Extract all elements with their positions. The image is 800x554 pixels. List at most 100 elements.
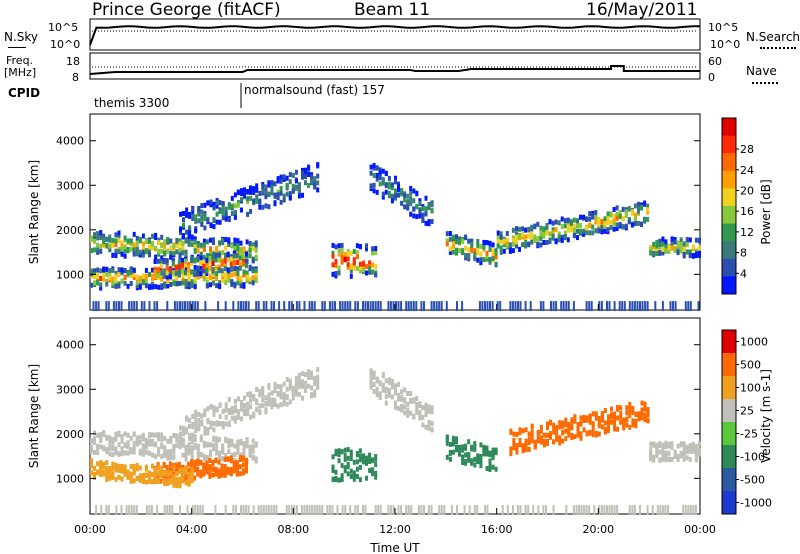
power-cell xyxy=(673,237,677,242)
velocity-cell xyxy=(99,435,103,441)
velocity-cell xyxy=(430,505,433,516)
velocity-cell xyxy=(646,412,650,418)
velocity-cell xyxy=(316,377,320,383)
power-cell xyxy=(148,244,151,250)
power-cell xyxy=(406,193,410,199)
velocity-cell xyxy=(251,448,255,454)
power-cell xyxy=(307,182,311,188)
power-cell xyxy=(187,276,191,282)
velocity-cell xyxy=(340,477,344,483)
velocity-cell xyxy=(270,390,274,396)
colorbar-tick-label: -25 xyxy=(740,428,758,441)
power-cell xyxy=(685,242,689,248)
velocity-cell xyxy=(182,430,185,435)
power-cell xyxy=(362,301,364,312)
power-cell xyxy=(334,258,338,264)
power-cell xyxy=(603,228,607,234)
power-cell xyxy=(527,233,531,239)
velocity-cell xyxy=(355,466,359,472)
power-cell xyxy=(212,251,215,257)
power-cell xyxy=(557,237,561,243)
velocity-cell xyxy=(114,436,118,442)
power-cell xyxy=(389,301,392,312)
power-cell xyxy=(397,187,400,193)
velocity-cell xyxy=(242,455,245,461)
velocity-cell xyxy=(117,451,121,457)
power-cell xyxy=(270,301,273,312)
velocity-cell xyxy=(218,414,222,420)
velocity-cell xyxy=(172,474,176,480)
power-cell xyxy=(151,267,154,273)
power-cell xyxy=(171,257,175,263)
velocity-cell xyxy=(154,469,158,475)
velocity-cell xyxy=(555,436,559,442)
power-cell xyxy=(123,268,127,274)
velocity-cell xyxy=(96,461,100,467)
velocity-cell xyxy=(148,474,151,480)
velocity-cell xyxy=(215,446,219,452)
velocity-cell xyxy=(438,505,441,516)
velocity-cell xyxy=(90,438,93,443)
velocity-cell xyxy=(217,473,221,479)
power-cell xyxy=(372,188,376,194)
power-cell xyxy=(232,301,235,312)
velocity-cell xyxy=(251,454,255,460)
power-cell xyxy=(221,206,225,212)
velocity-cell xyxy=(561,423,565,429)
velocity-cell xyxy=(337,452,341,458)
power-cell xyxy=(451,234,455,240)
power-cell xyxy=(372,182,376,188)
power-cell xyxy=(129,246,133,252)
power-cell xyxy=(390,198,394,204)
power-cell xyxy=(247,301,250,312)
velocity-cell xyxy=(362,453,365,459)
power-cell xyxy=(661,241,665,247)
power-cell xyxy=(655,251,659,257)
freq-tick-high: 18 xyxy=(66,55,80,68)
velocity-cell xyxy=(236,450,240,455)
power-cell xyxy=(591,224,595,230)
power-cell xyxy=(99,276,103,282)
power-cell xyxy=(160,234,164,240)
power-cell xyxy=(567,301,570,312)
velocity-cell xyxy=(634,411,638,417)
velocity-cell xyxy=(378,391,382,397)
power-cell xyxy=(484,301,486,312)
power-cell xyxy=(239,247,243,253)
velocity-cell xyxy=(187,473,191,479)
velocity-cell xyxy=(652,441,656,447)
velocity-cell xyxy=(394,400,397,406)
power-cell xyxy=(470,241,474,247)
power-cell xyxy=(165,258,169,264)
power-cell xyxy=(242,269,246,275)
velocity-cell xyxy=(235,463,239,469)
power-cell xyxy=(128,301,131,312)
power-cell xyxy=(698,238,701,244)
power-cell xyxy=(371,269,375,275)
power-cell xyxy=(372,165,376,171)
velocity-cell xyxy=(260,505,263,516)
velocity-cell xyxy=(107,505,110,516)
velocity-cell xyxy=(132,449,136,455)
velocity-cell xyxy=(223,467,227,473)
power-cell xyxy=(220,261,224,267)
power-cell xyxy=(369,170,373,176)
velocity-cell xyxy=(157,447,161,453)
velocity-cell xyxy=(358,464,362,470)
power-cell xyxy=(372,173,376,178)
velocity-cell xyxy=(144,441,148,447)
power-cell xyxy=(220,268,224,274)
velocity-cell xyxy=(307,374,311,380)
power-cell xyxy=(108,275,112,281)
velocity-cell xyxy=(172,465,176,471)
velocity-cell xyxy=(255,406,259,412)
beam-title: Beam 11 xyxy=(354,0,431,20)
velocity-cell xyxy=(193,442,197,448)
power-cell xyxy=(240,197,243,203)
power-cell xyxy=(606,216,610,222)
power-cell xyxy=(585,230,589,236)
power-cell xyxy=(415,301,418,312)
power-cell xyxy=(181,244,185,250)
power-cell xyxy=(203,225,207,231)
power-cell xyxy=(218,200,222,206)
